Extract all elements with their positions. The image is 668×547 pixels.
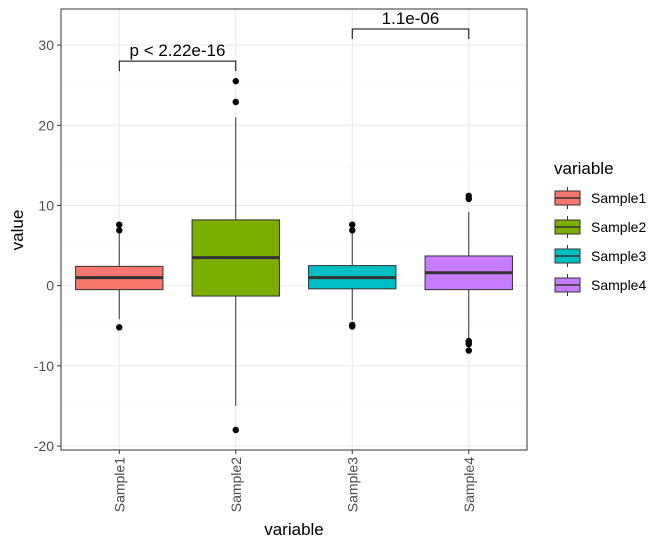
outlier-point [465,347,472,354]
box-sample1 [75,221,164,331]
x-tick-label: Sample3 [344,457,360,512]
x-tick-label: Sample2 [228,457,244,512]
y-tick-label: -10 [34,358,54,374]
box-series [75,77,513,434]
legend-label: Sample4 [591,277,646,293]
x-tick-label: Sample4 [461,457,477,512]
x-axis-title: variable [264,520,324,539]
y-axis: -20 -10 0 10 20 30 [34,37,61,454]
x-tick-label: Sample1 [111,457,127,512]
outlier-point [116,324,123,331]
legend-entry-sample2: Sample2 [554,216,646,238]
legend-label: Sample1 [591,190,646,206]
legend-entry-sample3: Sample3 [554,245,646,267]
outlier-point [349,221,356,228]
box-sample3 [308,221,397,330]
y-tick-label: -20 [34,438,54,454]
significance-label: 1.1e-06 [382,9,440,28]
y-tick-label: 0 [46,278,54,294]
bracket-line [351,28,470,40]
significance-annotations: p < 2.22e-16 1.1e-06 [118,9,470,72]
outlier-point [232,77,239,85]
outlier-point [232,98,239,106]
outlier-point [349,323,356,330]
significance-bracket: p < 2.22e-16 [118,41,237,72]
legend-label: Sample2 [591,219,646,235]
outlier-point [465,340,472,348]
y-axis-title: value [8,210,27,251]
legend-entry-sample1: Sample1 [554,187,646,209]
y-tick-label: 30 [38,37,54,53]
legend-title: variable [554,159,614,178]
outlier-point [465,195,472,203]
outlier-point [116,227,123,234]
box-sample4 [424,192,513,354]
outlier-point [116,221,123,228]
outlier-point [232,426,239,434]
significance-bracket: 1.1e-06 [351,9,470,40]
y-tick-label: 10 [38,197,54,213]
significance-label: p < 2.22e-16 [130,41,226,60]
outlier-point [349,227,356,234]
legend-entry-sample4: Sample4 [554,274,646,296]
y-tick-label: 20 [38,117,54,133]
x-axis: Sample1 Sample2 Sample3 Sample4 [111,450,477,512]
legend-label: Sample3 [591,248,646,264]
box-sample2 [191,77,280,434]
legend: variable Sample1 Sample2 Sample3 Sample4 [554,159,646,296]
plot-panel-border [60,8,528,451]
bracket-line [118,60,237,72]
